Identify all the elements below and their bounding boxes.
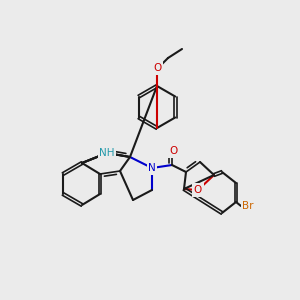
- Text: O: O: [153, 63, 161, 73]
- Text: O: O: [194, 185, 202, 195]
- Text: Br: Br: [242, 201, 254, 211]
- Text: NH: NH: [99, 148, 115, 158]
- Text: N: N: [148, 163, 156, 173]
- Text: O: O: [169, 146, 177, 156]
